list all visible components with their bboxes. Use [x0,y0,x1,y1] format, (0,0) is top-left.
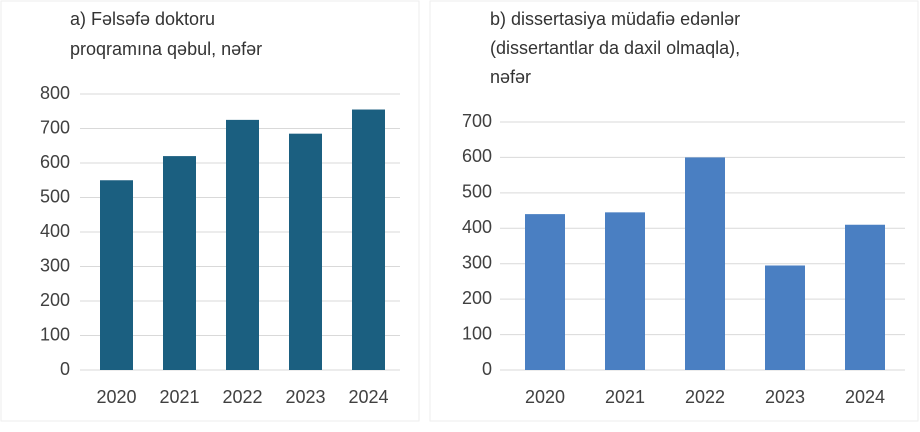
y-tick-label: 500 [462,182,492,202]
x-tick-label: 2020 [525,387,565,407]
bar [845,224,885,370]
chart-title: proqramına qəbul, nəfər [70,39,262,59]
bar [685,157,725,370]
y-tick-label: 400 [40,221,70,241]
x-tick-label: 2022 [222,387,262,407]
y-tick-label: 200 [462,288,492,308]
bar [605,212,645,370]
x-tick-label: 2022 [685,387,725,407]
x-tick-label: 2024 [845,387,885,407]
chart-title: (dissertantlar da daxil olmaqla), [490,38,740,58]
y-tick-label: 700 [40,117,70,137]
y-tick-label: 700 [462,111,492,131]
bar [765,265,805,370]
x-tick-label: 2023 [285,387,325,407]
bar [163,156,196,370]
chart-title: nəfər [490,67,531,87]
x-tick-label: 2023 [765,387,805,407]
chart-title: a) Fəlsəfə doktoru [70,9,215,29]
y-tick-label: 0 [482,359,492,379]
x-tick-label: 2020 [96,387,136,407]
bar [525,214,565,370]
chart-title: b) dissertasiya müdafiə edənlər [490,9,740,29]
x-tick-label: 2021 [605,387,645,407]
bar [226,119,259,370]
y-tick-label: 300 [40,255,70,275]
y-tick-label: 500 [40,186,70,206]
x-tick-label: 2024 [348,387,388,407]
y-tick-label: 200 [40,290,70,310]
y-tick-label: 100 [462,323,492,343]
y-tick-label: 800 [40,83,70,103]
y-tick-label: 100 [40,324,70,344]
x-tick-label: 2021 [159,387,199,407]
bar [289,133,322,370]
y-tick-label: 600 [40,152,70,172]
panel [429,0,919,422]
y-tick-label: 0 [60,359,70,379]
y-tick-label: 400 [462,217,492,237]
y-tick-label: 600 [462,146,492,166]
bar [352,109,385,371]
y-tick-label: 300 [462,252,492,272]
panel [0,0,420,422]
bar [100,180,133,370]
